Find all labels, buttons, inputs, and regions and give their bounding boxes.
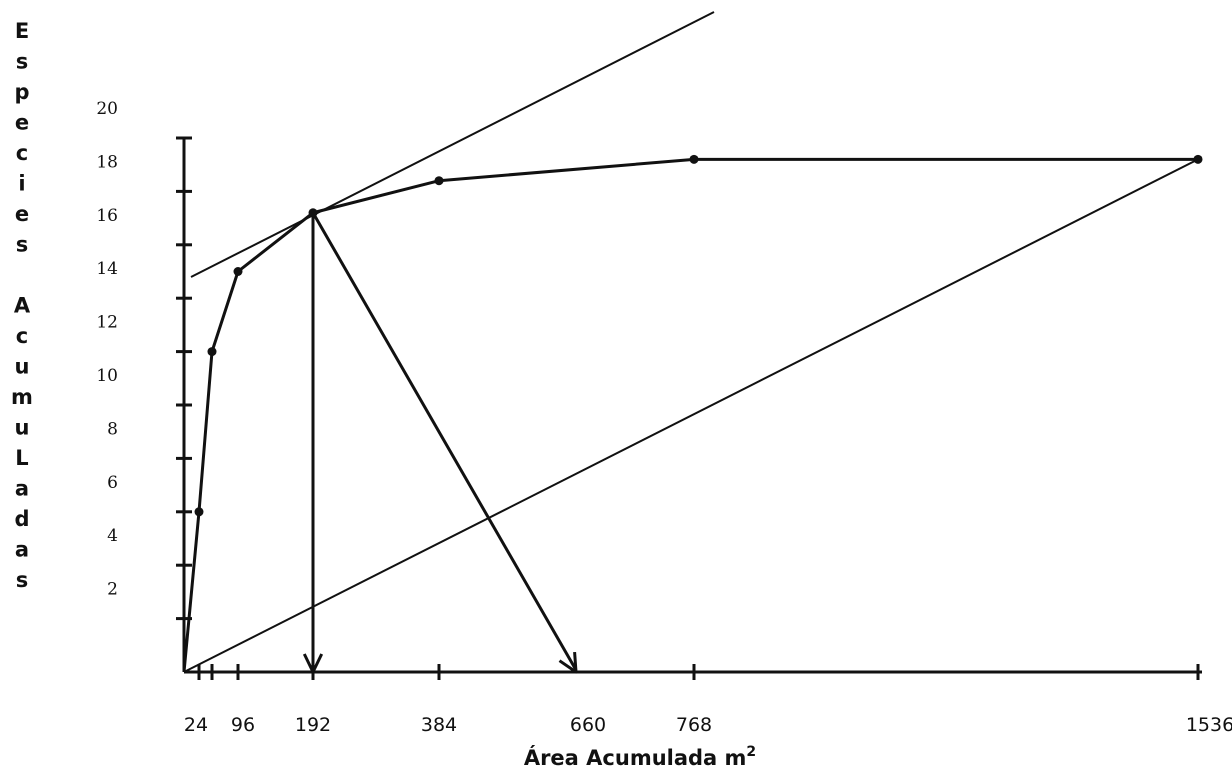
y-axis-label-letter: p bbox=[14, 80, 29, 104]
species-accumulation-line bbox=[182, 157, 1198, 673]
y-axis-label-letter: m bbox=[11, 385, 33, 409]
x-tick-label: 96 bbox=[231, 714, 255, 736]
x-tick-label: 384 bbox=[421, 714, 457, 736]
y-axis-label-letter: L bbox=[15, 446, 28, 470]
x-tick-label: 1536 bbox=[1186, 714, 1232, 736]
data-point bbox=[1193, 154, 1203, 164]
arrow-line bbox=[311, 212, 578, 671]
y-tick-label: 12 bbox=[96, 313, 118, 333]
annotations bbox=[183, 11, 1199, 674]
y-axis-label-letter: E bbox=[15, 19, 29, 43]
y-axis-label-letter: e bbox=[15, 202, 29, 226]
x-tick-label: 192 bbox=[295, 714, 331, 736]
y-tick-label: 10 bbox=[96, 366, 118, 386]
data-point bbox=[434, 176, 444, 186]
x-tick-label: 768 bbox=[676, 714, 712, 736]
data-point bbox=[194, 507, 204, 517]
y-tick-label: 8 bbox=[107, 419, 118, 439]
y-axis-label-letter: i bbox=[18, 172, 25, 196]
y-tick-label: 4 bbox=[107, 526, 118, 546]
y-tick-label: 16 bbox=[96, 206, 118, 226]
x-tick-label: 660 bbox=[570, 714, 606, 736]
y-axis-label-letter: s bbox=[16, 233, 29, 257]
y-axis-label-letter: a bbox=[15, 538, 29, 562]
x-ticks: 24 96 192 384 660 768 1536 bbox=[184, 664, 1232, 736]
series bbox=[182, 154, 1203, 673]
y-axis-label-letter: s bbox=[16, 568, 29, 592]
y-axis-label-letter: c bbox=[16, 324, 28, 348]
y-axis-label-letter: u bbox=[15, 416, 30, 440]
axes bbox=[182, 138, 1202, 674]
tangent-line bbox=[190, 11, 715, 278]
y-tick-label: 2 bbox=[107, 580, 118, 600]
data-point bbox=[233, 267, 243, 276]
data-point bbox=[689, 154, 699, 164]
y-axis-label-letter: d bbox=[14, 507, 29, 531]
x-axis-label: Área Acumulada m2 bbox=[524, 744, 756, 770]
x-axis-label-superscript: 2 bbox=[746, 744, 756, 760]
y-axis-label-letter: c bbox=[16, 141, 28, 165]
y-axis-label-letter: A bbox=[14, 294, 31, 318]
y-tick-label: 14 bbox=[96, 259, 118, 279]
x-tick-label: 24 bbox=[184, 714, 208, 736]
arrow-head bbox=[558, 651, 578, 674]
y-tick-label: 6 bbox=[107, 473, 118, 493]
y-axis-label-letter: u bbox=[15, 355, 30, 379]
y-axis-label-letter: a bbox=[15, 477, 29, 501]
diagonal-line bbox=[183, 158, 1199, 673]
y-tick-label: 20 bbox=[96, 99, 118, 119]
data-point bbox=[207, 347, 217, 357]
y-ticks: 2 4 6 8 10 12 14 16 18 20 bbox=[96, 99, 192, 621]
y-tick-label: 18 bbox=[96, 152, 118, 172]
y-axis-label-letter: s bbox=[16, 50, 29, 74]
y-axis-label-letter: e bbox=[15, 111, 29, 135]
data-point bbox=[308, 208, 318, 218]
arrow-head bbox=[302, 653, 324, 674]
